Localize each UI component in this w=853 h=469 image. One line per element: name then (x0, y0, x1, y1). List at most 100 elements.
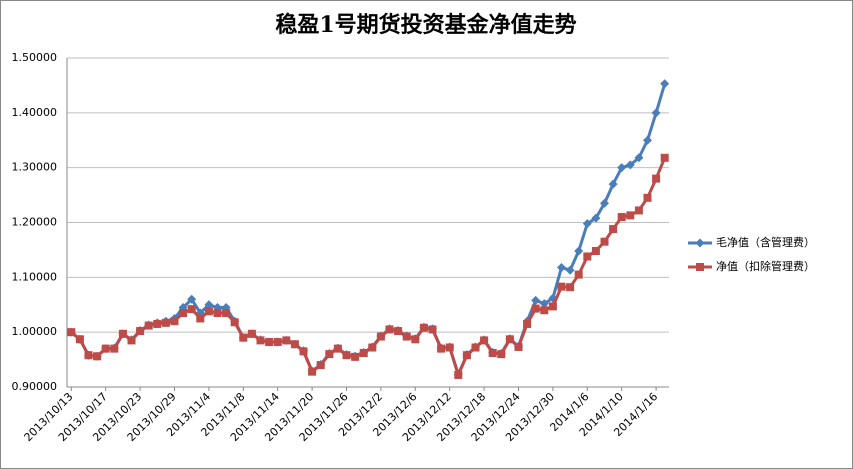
point (342, 351, 351, 360)
point (634, 206, 643, 215)
point (608, 179, 618, 189)
point (609, 225, 618, 234)
point (273, 338, 282, 347)
point (591, 247, 600, 256)
series-line (70, 157, 667, 380)
point (359, 349, 368, 358)
point (617, 163, 627, 173)
point (660, 153, 669, 162)
point (222, 308, 231, 317)
point (488, 349, 497, 358)
point (514, 342, 523, 351)
point (565, 265, 575, 275)
point (204, 307, 213, 316)
point (196, 314, 205, 323)
point (213, 308, 222, 317)
point (101, 344, 110, 353)
point (617, 213, 626, 222)
point (660, 79, 670, 89)
y-tick-label: 1.30000 (12, 161, 58, 174)
point (187, 294, 197, 304)
point (376, 332, 385, 341)
point (351, 352, 360, 361)
point (402, 332, 411, 341)
point (591, 213, 601, 223)
point (574, 270, 583, 279)
point (316, 361, 325, 370)
point (540, 306, 549, 315)
point (204, 300, 214, 310)
point (127, 336, 136, 345)
point (144, 321, 153, 330)
point (110, 344, 119, 353)
point (566, 283, 575, 292)
point (557, 282, 566, 291)
point (462, 351, 471, 360)
point (394, 327, 403, 336)
legend-marker (696, 263, 704, 271)
point (419, 323, 428, 332)
point (247, 329, 256, 338)
y-tick-label: 1.40000 (12, 106, 58, 119)
y-tick-label: 1.20000 (12, 216, 58, 229)
point (170, 317, 179, 326)
point (445, 343, 454, 352)
point (93, 352, 102, 361)
point (308, 367, 317, 376)
point (437, 344, 446, 353)
point (136, 327, 145, 336)
point (84, 351, 93, 360)
y-tick-label: 1.00000 (12, 325, 58, 338)
point (299, 347, 308, 356)
point (539, 299, 549, 309)
point (75, 335, 84, 344)
point (600, 237, 609, 246)
point (265, 338, 274, 347)
point (625, 160, 635, 170)
point (333, 344, 342, 353)
point (325, 350, 334, 359)
point (368, 343, 377, 352)
point (480, 336, 489, 345)
point (187, 305, 196, 314)
point (643, 193, 652, 202)
point (471, 343, 480, 352)
point (643, 135, 652, 145)
point (574, 246, 584, 256)
point (652, 174, 661, 183)
y-tick-label: 1.10000 (12, 270, 58, 283)
point (454, 370, 463, 379)
point (161, 318, 170, 327)
point (411, 335, 420, 344)
point (428, 325, 437, 334)
point (497, 350, 506, 359)
point (290, 340, 299, 349)
point (583, 252, 592, 261)
point (531, 295, 541, 305)
y-tick-label: 1.50000 (12, 51, 58, 64)
point (626, 211, 635, 220)
point (600, 198, 609, 208)
point (651, 108, 661, 118)
legend-label: 毛净值（含管理费） (716, 235, 815, 249)
point (67, 328, 76, 337)
y-tick-label: 0.90000 (12, 380, 58, 393)
point (634, 153, 644, 163)
point (179, 308, 188, 317)
point (523, 319, 532, 328)
legend-label: 净值（扣除管理费） (716, 259, 815, 273)
point (282, 336, 291, 345)
point (239, 333, 248, 342)
point (505, 335, 514, 344)
point (385, 325, 394, 334)
point (548, 302, 557, 311)
chart-title: 稳盈1号期货投资基金净值走势 (275, 12, 576, 38)
legend-marker (695, 238, 705, 248)
point (582, 219, 592, 229)
point (230, 318, 239, 327)
point (557, 262, 566, 272)
point (118, 329, 127, 338)
point (256, 336, 265, 345)
